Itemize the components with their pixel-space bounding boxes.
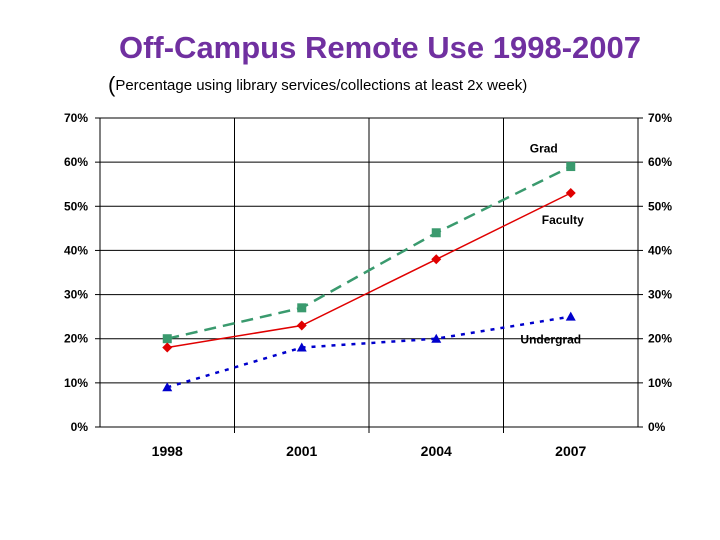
series-label-grad: Grad — [530, 142, 558, 156]
point-faculty — [565, 188, 576, 199]
series-line-grad — [167, 165, 572, 340]
point-faculty — [162, 342, 173, 353]
point-faculty — [431, 254, 442, 265]
y-tick-label-right: 50% — [648, 199, 672, 213]
series-label-undergrad: Undergrad — [520, 333, 581, 347]
x-tick-label: 2001 — [286, 443, 317, 459]
y-tick-label-left: 50% — [64, 199, 88, 213]
point-undergrad — [565, 311, 576, 321]
y-tick-label-left: 30% — [64, 288, 88, 302]
point-undergrad — [431, 333, 442, 343]
point-grad — [162, 334, 172, 344]
y-tick-label-left: 60% — [64, 155, 88, 169]
point-undergrad — [296, 342, 307, 352]
series-label-faculty: Faculty — [542, 213, 584, 227]
y-tick-label-right: 70% — [648, 111, 672, 125]
y-tick-label-left: 40% — [64, 243, 88, 257]
series-line-faculty — [167, 192, 572, 349]
y-tick-label-left: 20% — [64, 332, 88, 346]
y-tick-label-left: 70% — [64, 111, 88, 125]
chart-title: Off-Campus Remote Use 1998-2007 — [118, 30, 642, 65]
y-tick-label-right: 10% — [648, 376, 672, 390]
y-tick-label-right: 0% — [648, 420, 666, 434]
chart-subtitle: (Percentage using library services/colle… — [108, 72, 528, 97]
point-grad — [297, 303, 307, 313]
chart-subtitle-text: Percentage using library services/collec… — [115, 77, 523, 94]
y-tick-label-right: 30% — [648, 288, 672, 302]
x-tick-label: 2004 — [421, 443, 452, 459]
point-grad — [431, 228, 441, 238]
point-undergrad — [162, 382, 173, 392]
y-tick-label-right: 40% — [648, 243, 672, 257]
x-tick-label: 1998 — [152, 443, 183, 459]
point-faculty — [296, 320, 307, 331]
y-tick-label-left: 10% — [64, 376, 88, 390]
x-tick-label: 2007 — [555, 443, 586, 459]
series-line-undergrad — [166, 315, 572, 389]
point-grad — [566, 162, 576, 172]
y-tick-label-right: 60% — [648, 155, 672, 169]
y-tick-label-right: 20% — [648, 332, 672, 346]
y-tick-label-left: 0% — [71, 420, 89, 434]
